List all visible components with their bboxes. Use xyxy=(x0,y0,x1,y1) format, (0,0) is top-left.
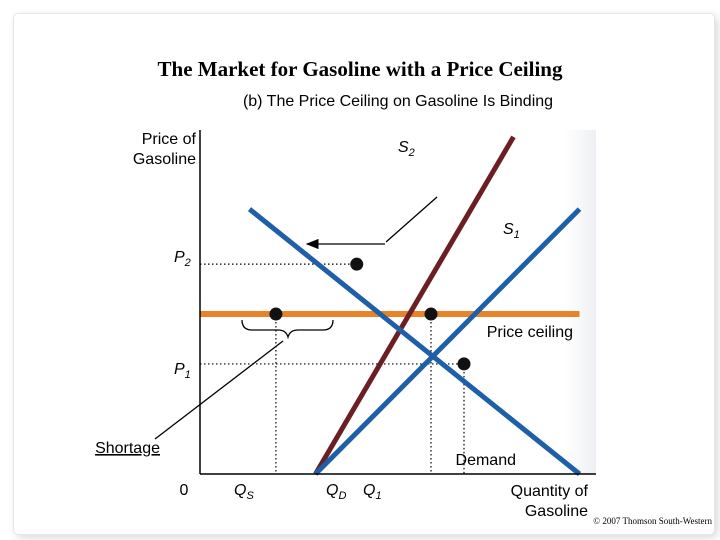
shortage-pointer xyxy=(154,340,284,440)
y-axis-label-line1: Price of xyxy=(142,131,197,148)
p1-tick-label: P1 xyxy=(174,361,191,381)
qd-at-ceiling-point xyxy=(424,307,438,321)
s2-curve xyxy=(313,135,516,476)
shift-arrow-pointer xyxy=(385,196,438,243)
x-axis-label-line2: Gasoline xyxy=(525,503,588,520)
original-equilibrium-point xyxy=(457,357,471,371)
origin-label: 0 xyxy=(180,482,189,499)
copyright: © 2007 Thomson South-Western xyxy=(593,516,712,526)
x-axis-label-line1: Quantity of xyxy=(511,483,589,500)
chart-subtitle: (b) The Price Ceiling on Gasoline Is Bin… xyxy=(243,93,553,110)
q1-tick-label: Q1 xyxy=(363,482,382,502)
demand-curve xyxy=(247,207,582,476)
guide-lines xyxy=(200,263,465,474)
p2-tick-label: P2 xyxy=(174,249,191,269)
demand-label: Demand xyxy=(456,452,516,469)
new-equilibrium-point xyxy=(350,257,364,271)
shortage-brace xyxy=(241,319,334,340)
intersection-points xyxy=(269,257,471,371)
price-ceiling-label: Price ceiling xyxy=(487,324,573,341)
s1-curve xyxy=(313,207,582,476)
shortage-label: Shortage xyxy=(95,440,160,457)
qs-tick-label: QS xyxy=(234,482,254,502)
chart-title: The Market for Gasoline with a Price Cei… xyxy=(158,57,563,81)
curves xyxy=(200,135,582,476)
plot-background xyxy=(200,130,596,474)
qs-at-ceiling-point xyxy=(269,307,283,321)
s2-label: S2 xyxy=(398,139,415,159)
y-axis-label-line2: Gasoline xyxy=(133,151,196,168)
qd-tick-label: QD xyxy=(326,482,346,502)
s1-label: S1 xyxy=(503,221,520,241)
